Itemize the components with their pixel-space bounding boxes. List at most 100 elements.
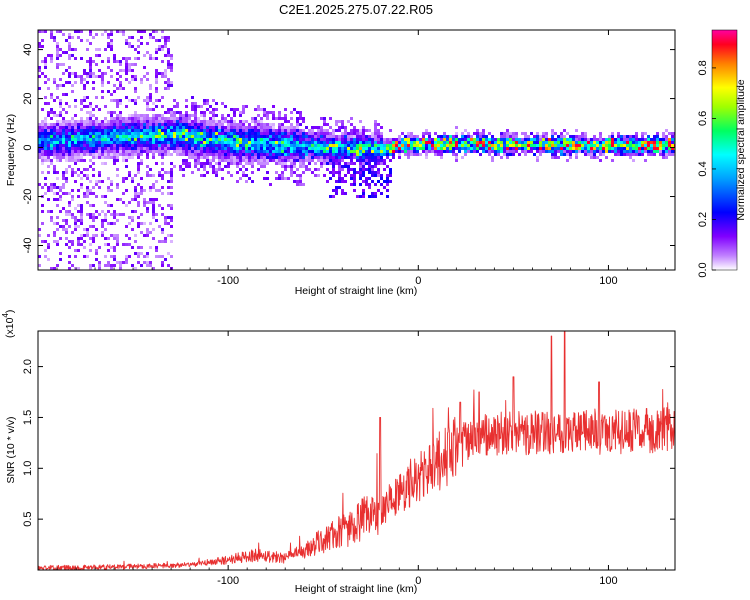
spectrogram-cell xyxy=(629,156,632,159)
spectrogram-cell xyxy=(341,177,344,180)
spectrogram-cell xyxy=(401,144,404,147)
spectrogram-cell xyxy=(146,42,149,45)
spectrogram-cell xyxy=(47,150,50,153)
spectrogram-cell xyxy=(74,147,77,150)
spectrogram-cell xyxy=(134,153,137,156)
spectrogram-cell xyxy=(269,126,272,129)
spectrogram-cell xyxy=(482,144,485,147)
spectrogram-cell xyxy=(299,111,302,114)
spectrogram-cell xyxy=(551,138,554,141)
spectrogram-cell xyxy=(44,120,47,123)
spectrogram-cell xyxy=(104,129,107,132)
spectrogram-cell xyxy=(359,159,362,162)
spectrogram-cell xyxy=(173,135,176,138)
spectrogram-cell xyxy=(275,117,278,120)
spectrogram-cell xyxy=(290,141,293,144)
spectrogram-cell xyxy=(404,150,407,153)
spectrogram-cell xyxy=(161,168,164,171)
spectrogram-cell xyxy=(188,150,191,153)
spectrogram-cell xyxy=(194,135,197,138)
spectrogram-cell xyxy=(254,126,257,129)
spectrogram-cell xyxy=(167,147,170,150)
spectrogram-cell xyxy=(239,147,242,150)
spectrogram-cell xyxy=(374,159,377,162)
spectrogram-cell xyxy=(389,144,392,147)
spectrogram-cell xyxy=(95,48,98,51)
spectrogram-cell xyxy=(314,141,317,144)
spectrogram-cell xyxy=(239,150,242,153)
spectrogram-cell xyxy=(173,165,176,168)
spectrogram-cell xyxy=(137,150,140,153)
spectrogram-cell xyxy=(275,144,278,147)
spectrogram-cell xyxy=(470,141,473,144)
spectrogram-cell xyxy=(296,156,299,159)
spectrogram-cell xyxy=(449,150,452,153)
spectrogram-cell xyxy=(149,198,152,201)
spectrogram-cell xyxy=(293,132,296,135)
spectrogram-cell xyxy=(161,132,164,135)
spectrogram-cell xyxy=(476,150,479,153)
spectrogram-cell xyxy=(227,141,230,144)
spectrogram-cell xyxy=(371,144,374,147)
spectrogram-cell xyxy=(191,144,194,147)
spectrogram-cell xyxy=(479,138,482,141)
spectrogram-cell xyxy=(245,174,248,177)
spectrogram-cell xyxy=(371,180,374,183)
spectrogram-cell xyxy=(467,138,470,141)
spectrogram-cell xyxy=(44,144,47,147)
spectrogram-cell xyxy=(59,252,62,255)
spectrogram-cell xyxy=(233,156,236,159)
spectrogram-cell xyxy=(194,144,197,147)
spectrogram-cell xyxy=(50,216,53,219)
spectrogram-cell xyxy=(47,159,50,162)
spectrogram-cell xyxy=(74,150,77,153)
spectrogram-cell xyxy=(62,138,65,141)
spectrogram-cell xyxy=(338,159,341,162)
spectrogram-cell xyxy=(251,120,254,123)
spectrogram-cell xyxy=(530,138,533,141)
spectrogram-cell xyxy=(353,153,356,156)
spectrogram-cell xyxy=(575,153,578,156)
spectrogram-cell xyxy=(188,162,191,165)
spectrogram-cell xyxy=(461,135,464,138)
spectrogram-cell xyxy=(608,150,611,153)
spectrogram-cell xyxy=(626,153,629,156)
spectrogram-cell xyxy=(68,36,71,39)
spectrogram-cell xyxy=(68,54,71,57)
spectrogram-cell xyxy=(665,156,668,159)
spectrogram-cell xyxy=(389,138,392,141)
spectrogram-cell xyxy=(47,153,50,156)
spectrogram-cell xyxy=(455,144,458,147)
spectrogram-cell xyxy=(101,162,104,165)
spectrogram-cell xyxy=(287,153,290,156)
spectrogram-cell xyxy=(653,141,656,144)
spectrogram-cell xyxy=(65,171,68,174)
spectrogram-cell xyxy=(95,123,98,126)
spectrogram-cell xyxy=(524,138,527,141)
spectrogram-cell xyxy=(149,36,152,39)
spectrogram-cell xyxy=(338,177,341,180)
spectrogram-cell xyxy=(179,165,182,168)
spectrogram-cell xyxy=(74,48,77,51)
spectrogram-cell xyxy=(251,165,254,168)
spectrogram-cell xyxy=(218,165,221,168)
spectrogram-cell xyxy=(155,141,158,144)
spectrogram-cell xyxy=(368,156,371,159)
spectrogram-cell xyxy=(359,141,362,144)
spectrogram-cell xyxy=(323,129,326,132)
spectrogram-cell xyxy=(56,129,59,132)
spectrogram-cell xyxy=(338,135,341,138)
spectrogram-cell xyxy=(239,120,242,123)
spectrogram-cell xyxy=(164,150,167,153)
spectrogram-cell xyxy=(191,96,194,99)
spectrogram-cell xyxy=(89,216,92,219)
spectrogram-cell xyxy=(197,132,200,135)
spectrogram-cell xyxy=(434,144,437,147)
spectrogram-cell xyxy=(155,246,158,249)
spectrogram-cell xyxy=(80,234,83,237)
spectrogram-cell xyxy=(257,150,260,153)
spectrogram-cell xyxy=(398,153,401,156)
spectrogram-cell xyxy=(68,105,71,108)
spectrogram-cell xyxy=(458,138,461,141)
spectrogram-cell xyxy=(92,132,95,135)
